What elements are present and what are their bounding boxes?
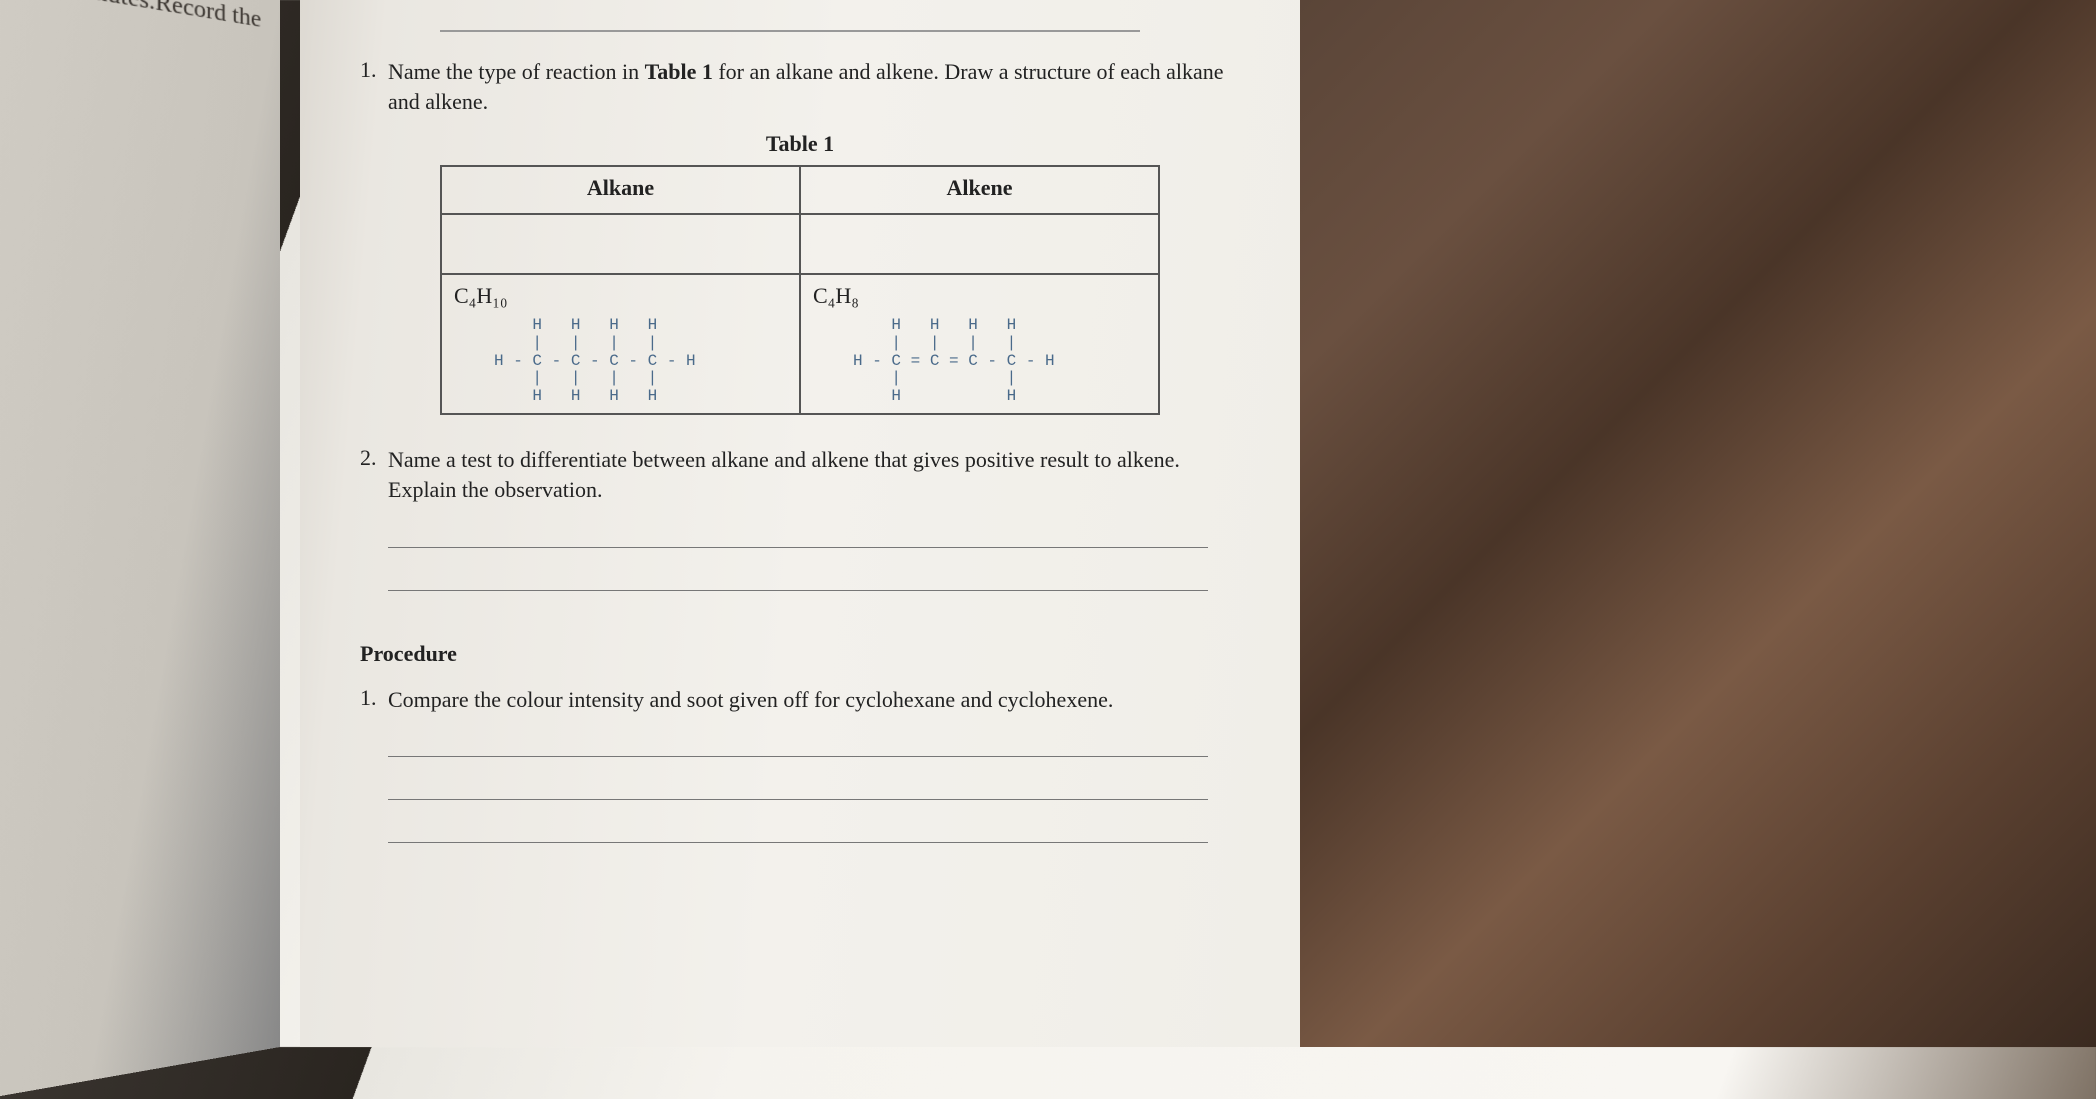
reaction-table: Alkane Alkene C₄H₁₀ H H H H | | | | H - … <box>440 165 1160 415</box>
header-alkene: Alkene <box>800 166 1159 214</box>
q2-text: Name a test to differentiate between alk… <box>388 445 1240 504</box>
answer-line-2[interactable] <box>388 590 1208 591</box>
blank-cell-alkene[interactable] <box>800 214 1159 274</box>
top-answer-line <box>440 30 1140 32</box>
alkane-formula: C₄H₁₀ <box>454 283 787 309</box>
table-blank-row <box>441 214 1159 274</box>
blank-cell-alkane[interactable] <box>441 214 800 274</box>
alkane-structure: H H H H | | | | H - C - C - C - C - H | … <box>494 317 787 405</box>
question-1: 1. Name the type of reaction in Table 1 … <box>360 57 1240 116</box>
proc-answer-line-2[interactable] <box>388 799 1208 800</box>
answer-line-1[interactable] <box>388 547 1208 548</box>
q1-number: 1. <box>360 57 388 116</box>
table-header-row: Alkane Alkene <box>441 166 1159 214</box>
alkene-formula: C₄H₈ <box>813 283 1146 309</box>
procedure-heading: Procedure <box>360 641 1240 667</box>
q2-number: 2. <box>360 445 388 504</box>
header-alkane: Alkane <box>441 166 800 214</box>
cell-alkane: C₄H₁₀ H H H H | | | | H - C - C - C - C … <box>441 274 800 414</box>
desk-background <box>1300 0 2096 1047</box>
q1-text: Name the type of reaction in Table 1 for… <box>388 57 1240 116</box>
proc1-text: Compare the colour intensity and soot gi… <box>388 685 1113 715</box>
worksheet-page: 1. Name the type of reaction in Table 1 … <box>300 0 1300 1047</box>
proc1-number: 1. <box>360 685 388 715</box>
left-page-text: for 10 minutes.Record the <box>0 0 261 33</box>
left-page-fragment: for 10 minutes.Record the <box>0 0 280 1099</box>
question-2: 2. Name a test to differentiate between … <box>360 445 1240 504</box>
table-formula-row: C₄H₁₀ H H H H | | | | H - C - C - C - C … <box>441 274 1159 414</box>
proc-answer-line-3[interactable] <box>388 842 1208 843</box>
alkene-structure: H H H H | | | | H - C = C = C - C - H | … <box>853 317 1146 405</box>
procedure-item-1: 1. Compare the colour intensity and soot… <box>360 685 1240 715</box>
cell-alkene: C₄H₈ H H H H | | | | H - C = C = C - C -… <box>800 274 1159 414</box>
table-caption: Table 1 <box>360 131 1240 157</box>
proc-answer-line-1[interactable] <box>388 756 1208 757</box>
